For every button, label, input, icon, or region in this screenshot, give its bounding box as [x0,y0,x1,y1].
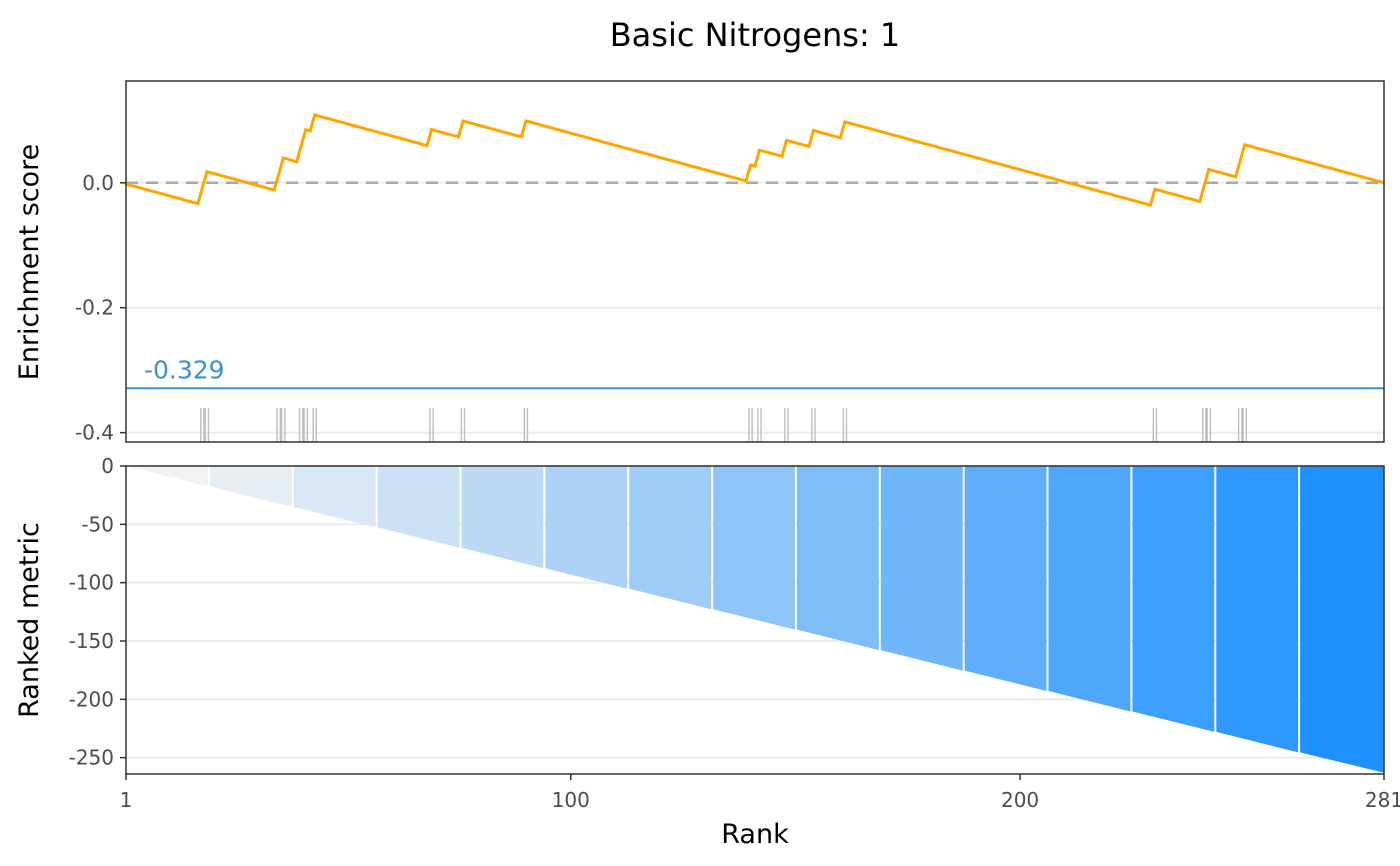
ranked-metric-segment [713,466,795,630]
ranked-metric-segment [1048,466,1131,712]
ranked-metric-segment [880,466,963,671]
ranked-panel-frame [125,465,1385,775]
ranked-metric-segment [796,466,879,651]
ranked-metric-segment [629,466,712,610]
rm-tick-label: -100 [69,571,114,595]
es-tick-label: -0.4 [75,421,114,445]
chart-title: Basic Nitrogens: 1 [610,16,901,54]
enrichment-panel-background [126,81,1384,442]
ranked-metric-axis-title: Ranked metric [14,522,45,718]
rm-tick-label: -50 [81,512,114,536]
ranked-metric-segment [964,466,1047,691]
enrichment-panel: -0.329 0.0 -0.2 -0.4 [75,80,1385,445]
rank-tick-label: 281 [1365,788,1400,812]
enrichment-panel-frame [125,80,1385,443]
rm-tick-label: 0 [101,454,114,478]
rank-tick-label: 1 [120,788,133,812]
ranked-metric-segment [126,466,208,487]
rm-tick-label: -250 [69,746,114,770]
es-tick-label: -0.2 [75,296,114,320]
rm-tick-label: -150 [69,629,114,653]
ranked-metric-segment [377,466,460,548]
ranked-metric-segment [1216,466,1299,753]
ranked-metric-segment [461,466,544,569]
min-es-label: -0.329 [144,355,225,384]
ranked-metric-segment [545,466,628,589]
enrichment-score-axis-title: Enrichment score [14,144,45,380]
rank-tick-label: 100 [552,788,590,812]
rank-tick-label: 200 [1001,788,1039,812]
enrichment-score-line [124,113,1385,208]
ranked-metric-segment [1132,466,1215,732]
es-tick-label: 0.0 [82,171,114,195]
ranked-metric-segment [1300,466,1384,773]
ranked-metric-segment [293,466,376,528]
ranked-metric-segment [209,466,292,507]
rank-axis-title: Rank [721,819,789,850]
rm-tick-label: -200 [69,687,114,711]
